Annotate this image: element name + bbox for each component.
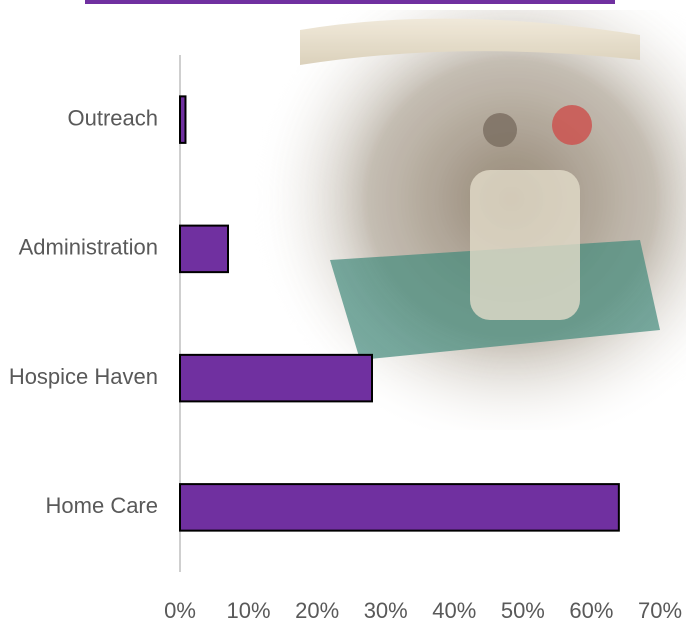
x-tick-label: 30%: [364, 598, 408, 623]
x-tick-label: 40%: [432, 598, 476, 623]
bar: [179, 353, 373, 403]
x-tick-label: 10%: [227, 598, 271, 623]
x-tick-label: 50%: [501, 598, 545, 623]
x-tick-label: 0%: [164, 598, 196, 623]
bar: [179, 483, 620, 532]
header-bar: [85, 0, 615, 4]
cart-roof: [300, 18, 640, 65]
hat: [552, 105, 592, 145]
y-tick-label: Home Care: [46, 493, 158, 518]
x-tick-label: 20%: [295, 598, 339, 623]
y-tick-label: Outreach: [68, 105, 159, 130]
person: [470, 170, 580, 320]
x-tick-label: 70%: [638, 598, 682, 623]
bar: [179, 224, 229, 274]
x-tick-label: 60%: [569, 598, 613, 623]
person-head: [483, 113, 517, 147]
y-tick-label: Hospice Haven: [9, 364, 158, 389]
bar: [179, 95, 187, 144]
y-tick-label: Administration: [19, 235, 158, 260]
